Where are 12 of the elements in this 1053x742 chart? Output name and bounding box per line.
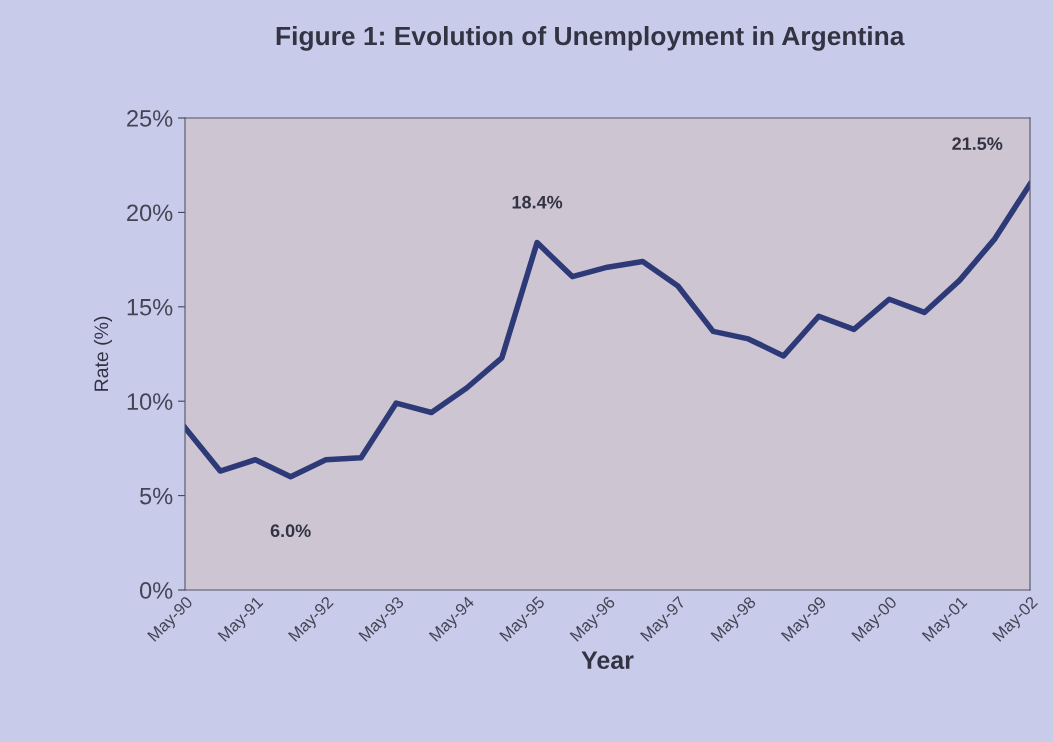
y-axis-title: Rate (%) — [93, 316, 113, 391]
y-tick-label: 15% — [127, 298, 173, 316]
y-tick-label: 5% — [140, 487, 173, 505]
y-tick-label: 25% — [127, 110, 173, 127]
data-label: 6.0% — [270, 524, 311, 538]
x-axis-title: Year — [581, 651, 634, 670]
y-tick-label: 20% — [127, 204, 173, 222]
data-label: 21.5% — [952, 137, 1003, 151]
y-tick-label: 0% — [139, 582, 173, 599]
chart-title: Figure 1: Evolution of Unemployment in Argentina — [276, 25, 905, 51]
data-label: 18.4% — [512, 195, 563, 209]
y-tick-label: 10% — [127, 393, 173, 410]
